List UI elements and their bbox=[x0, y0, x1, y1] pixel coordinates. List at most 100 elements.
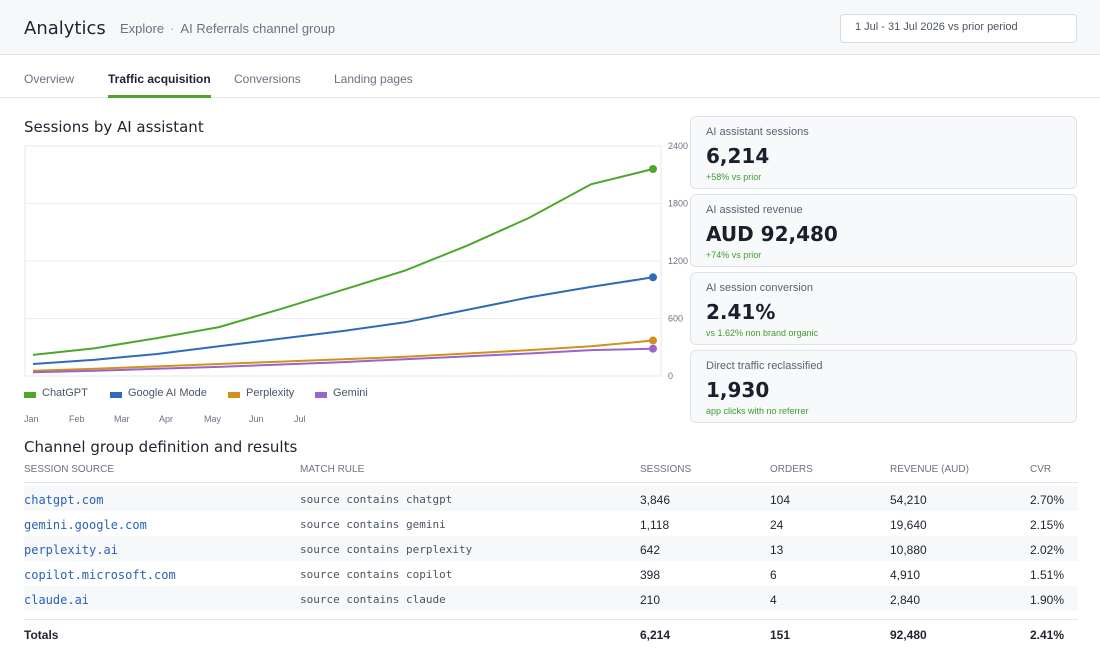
legend-swatch bbox=[24, 392, 36, 398]
kpi-note: +58% vs prior bbox=[706, 172, 762, 182]
col-header-orders[interactable]: Orders bbox=[770, 464, 813, 475]
totals-divider bbox=[24, 619, 1078, 620]
orders-value: 6 bbox=[770, 568, 777, 582]
breadcrumb-channel-group[interactable]: AI Referrals channel group bbox=[180, 21, 336, 36]
kpi-ai-conversion: AI session conversion 2.41% vs 1.62% non… bbox=[690, 272, 1077, 345]
col-header-sessions[interactable]: Sessions bbox=[640, 464, 692, 475]
legend-label: Gemini bbox=[333, 387, 368, 399]
kpi-label: AI assistant sessions bbox=[706, 126, 809, 138]
x-tick-label: Mar bbox=[114, 414, 130, 424]
legend-swatch bbox=[228, 392, 240, 398]
kpi-label: AI session conversion bbox=[706, 282, 813, 294]
cvr-value: 1.90% bbox=[1030, 593, 1065, 607]
series-line-chatgpt bbox=[32, 168, 654, 356]
legend-swatch bbox=[315, 392, 327, 398]
table-row: claude.ai source contains claude 210 4 2… bbox=[24, 586, 1078, 611]
app-title: Analytics bbox=[24, 18, 106, 39]
totals-label: Totals bbox=[24, 628, 59, 642]
kpi-label: AI assisted revenue bbox=[706, 204, 803, 216]
source-link[interactable]: chatgpt.com bbox=[24, 493, 104, 507]
tab-traffic-acquisition[interactable]: Traffic acquisition bbox=[108, 72, 211, 98]
kpi-value: 6,214 bbox=[706, 144, 770, 168]
tab-overview[interactable]: Overview bbox=[24, 72, 75, 86]
tab-conversions[interactable]: Conversions bbox=[234, 72, 301, 86]
kpi-note: vs 1.62% non brand organic bbox=[706, 328, 819, 338]
revenue-value: 4,910 bbox=[890, 568, 921, 582]
breadcrumb-explore[interactable]: Explore bbox=[120, 21, 165, 36]
kpi-direct-reclassified: Direct traffic reclassified 1,930 app cl… bbox=[690, 350, 1077, 423]
legend-label: Perplexity bbox=[246, 387, 295, 399]
match-rule: source contains copilot bbox=[300, 568, 453, 581]
orders-value: 104 bbox=[770, 493, 791, 507]
col-header-revenue[interactable]: Revenue (AUD) bbox=[890, 464, 969, 475]
kpi-ai-revenue: AI assisted revenue AUD 92,480 +74% vs p… bbox=[690, 194, 1077, 267]
kpi-value: AUD 92,480 bbox=[706, 222, 838, 246]
series-line-gemini bbox=[32, 347, 654, 374]
source-link[interactable]: perplexity.ai bbox=[24, 543, 118, 557]
y-tick-label: 2400 bbox=[668, 141, 688, 151]
kpi-label: Direct traffic reclassified bbox=[706, 360, 823, 372]
chart-title: Sessions by AI assistant bbox=[24, 118, 204, 136]
orders-value: 4 bbox=[770, 593, 777, 607]
series-end-point bbox=[649, 336, 657, 345]
match-rule: source contains chatgpt bbox=[300, 493, 453, 506]
col-header-session-source[interactable]: Session source bbox=[24, 464, 115, 475]
x-tick-label: Jun bbox=[249, 414, 264, 424]
totals-revenue: 92,480 bbox=[890, 628, 927, 642]
series-end-point bbox=[649, 165, 657, 173]
totals-row: Totals 6,214 151 92,480 2.41% bbox=[24, 621, 1078, 646]
table-row: gemini.google.com source contains gemini… bbox=[24, 511, 1078, 536]
legend-label: Google AI Mode bbox=[128, 387, 207, 399]
table-row: perplexity.ai source contains perplexity… bbox=[24, 536, 1078, 561]
cvr-value: 2.70% bbox=[1030, 493, 1065, 507]
breadcrumb: Explore · AI Referrals channel group bbox=[120, 21, 335, 36]
legend-swatch bbox=[110, 392, 122, 398]
sessions-value: 1,118 bbox=[640, 518, 670, 532]
date-range-picker[interactable]: 1 Jul - 31 Jul 2026 vs prior period bbox=[840, 14, 1077, 43]
totals-orders: 151 bbox=[770, 628, 791, 642]
col-header-match-rule[interactable]: Match rule bbox=[300, 464, 365, 475]
sessions-value: 3,846 bbox=[640, 493, 671, 507]
kpi-note: +74% vs prior bbox=[706, 250, 762, 260]
series-end-point bbox=[649, 344, 657, 353]
app-header: Analytics Explore · AI Referrals channel… bbox=[0, 0, 1100, 55]
x-tick-label: Jul bbox=[294, 414, 306, 424]
cvr-value: 1.51% bbox=[1030, 568, 1065, 582]
series-end-point bbox=[649, 273, 657, 282]
sessions-value: 210 bbox=[640, 593, 661, 607]
kpi-value: 1,930 bbox=[706, 378, 770, 402]
kpi-value: 2.41% bbox=[706, 300, 776, 324]
revenue-value: 54,210 bbox=[890, 493, 927, 507]
revenue-value: 10,880 bbox=[890, 543, 927, 557]
y-tick-label: 600 bbox=[668, 314, 683, 324]
y-tick-label: 1800 bbox=[668, 199, 688, 209]
table-row: chatgpt.com source contains chatgpt 3,84… bbox=[24, 486, 1078, 511]
cvr-value: 2.15% bbox=[1030, 518, 1065, 532]
match-rule: source contains perplexity bbox=[300, 543, 473, 556]
sessions-line-chart: 2400 1800 1200 600 0 ChatGPT Google AI Mode Per… bbox=[24, 141, 688, 424]
match-rule: source contains gemini bbox=[300, 518, 446, 531]
table-title: Channel group definition and results bbox=[24, 438, 298, 456]
x-tick-label: Feb bbox=[69, 414, 85, 424]
totals-sessions: 6,214 bbox=[640, 628, 671, 642]
legend-label: ChatGPT bbox=[42, 387, 88, 399]
source-link[interactable]: copilot.microsoft.com bbox=[24, 568, 176, 582]
cvr-value: 2.02% bbox=[1030, 543, 1065, 557]
y-tick-label: 1200 bbox=[668, 256, 688, 266]
col-header-cvr[interactable]: CVR bbox=[1030, 464, 1052, 475]
y-tick-label: 0 bbox=[668, 371, 673, 381]
match-rule: source contains claude bbox=[300, 593, 446, 606]
source-link[interactable]: gemini.google.com bbox=[24, 518, 147, 532]
revenue-value: 19,640 bbox=[890, 518, 927, 532]
orders-value: 24 bbox=[770, 518, 784, 532]
series-line-google-ai-mode bbox=[32, 276, 654, 365]
tab-landing-pages[interactable]: Landing pages bbox=[334, 72, 413, 86]
x-tick-label: May bbox=[204, 414, 222, 424]
source-link[interactable]: claude.ai bbox=[24, 593, 90, 607]
series-line-perplexity bbox=[32, 339, 654, 372]
table-header-divider bbox=[24, 482, 1078, 483]
revenue-value: 2,840 bbox=[890, 593, 921, 607]
table-row: copilot.microsoft.com source contains co… bbox=[24, 561, 1078, 586]
x-tick-label: Jan bbox=[24, 414, 39, 424]
tab-bar: Overview Traffic acquisition Conversions… bbox=[0, 55, 1100, 98]
